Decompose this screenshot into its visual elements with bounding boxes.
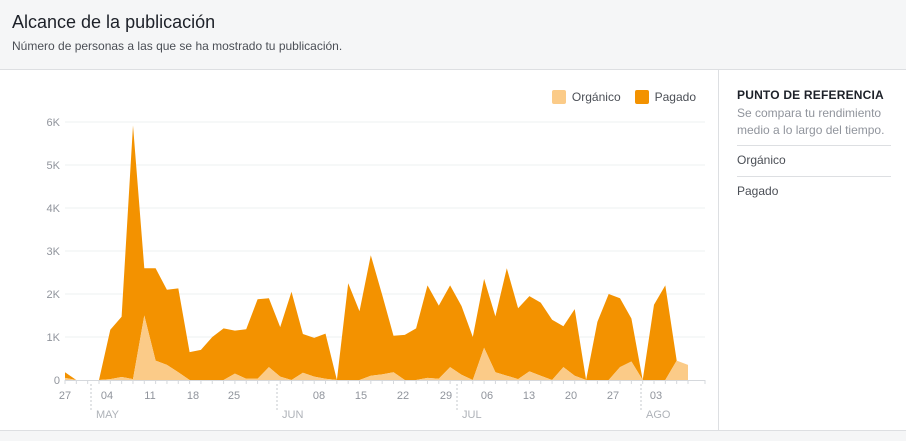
- series-area-organico: [65, 315, 688, 380]
- month-label: MAY: [96, 409, 120, 421]
- x-tick-label: 20: [565, 390, 577, 402]
- benchmark-row-paid[interactable]: Pagado: [737, 176, 891, 207]
- month-label: AGO: [646, 409, 671, 421]
- benchmark-title: PUNTO DE REFERENCIA: [737, 88, 884, 102]
- x-tick-label: 15: [355, 390, 367, 402]
- series-area-pagado: [65, 125, 688, 381]
- legend-swatch-organic: [551, 90, 566, 104]
- x-tick-label: 08: [313, 390, 325, 402]
- y-tick-label: 4K: [47, 203, 61, 215]
- legend-swatch-paid: [634, 90, 649, 104]
- y-tick-label: 0: [54, 375, 60, 387]
- legend-label-paid: Pagado: [654, 90, 696, 104]
- y-tick-label: 5K: [47, 160, 61, 172]
- chart-panel: Orgánico Pagado 0 1K 2K 3K 4K 5K 6K 27 04 11 18 25 0…: [0, 69, 906, 431]
- legend-label-organic: Orgánico: [571, 90, 621, 104]
- x-tick-label: 29: [440, 390, 452, 402]
- legend-item-organic[interactable]: Orgánico: [551, 90, 621, 104]
- benchmark-sidebar: PUNTO DE REFERENCIA Se compara tu rendim…: [737, 88, 892, 207]
- x-tick-label: 27: [607, 390, 619, 402]
- benchmark-row-organic[interactable]: Orgánico: [737, 145, 891, 176]
- chart-legend: Orgánico Pagado: [538, 90, 696, 104]
- y-tick-label: 3K: [47, 246, 61, 258]
- x-tick-label: 03: [650, 390, 662, 402]
- x-tick-label: 25: [228, 390, 240, 402]
- page-title: Alcance de la publicación: [12, 12, 216, 32]
- benchmark-description: Se compara tu rendimiento medio a lo lar…: [737, 106, 885, 137]
- legend-item-paid[interactable]: Pagado: [634, 90, 696, 104]
- header: Alcance de la publicación Número de pers…: [0, 0, 906, 69]
- x-tick-label: 27: [59, 390, 71, 402]
- x-tick-label: 22: [397, 390, 409, 402]
- x-tick-label: 06: [481, 390, 493, 402]
- x-tick-label: 11: [144, 390, 155, 402]
- x-tick-label: 13: [523, 390, 535, 402]
- chart-area: Orgánico Pagado 0 1K 2K 3K 4K 5K 6K 27 04 11 18 25 0…: [0, 70, 718, 430]
- y-tick-label: 1K: [47, 332, 61, 344]
- month-label: JUN: [282, 409, 303, 421]
- panel-divider: [718, 70, 719, 430]
- y-tick-label: 2K: [47, 289, 61, 301]
- y-tick-label: 6K: [47, 117, 61, 129]
- page-subtitle: Número de personas a las que se ha mostr…: [12, 39, 343, 53]
- x-tick-label: 18: [187, 390, 199, 402]
- reach-area-chart: 0 1K 2K 3K 4K 5K 6K 27 04 11 18 25 08 15 22 29 06 13 20 27 0…: [47, 117, 706, 421]
- x-tick-label: 04: [101, 390, 113, 402]
- month-label: JUL: [462, 409, 482, 421]
